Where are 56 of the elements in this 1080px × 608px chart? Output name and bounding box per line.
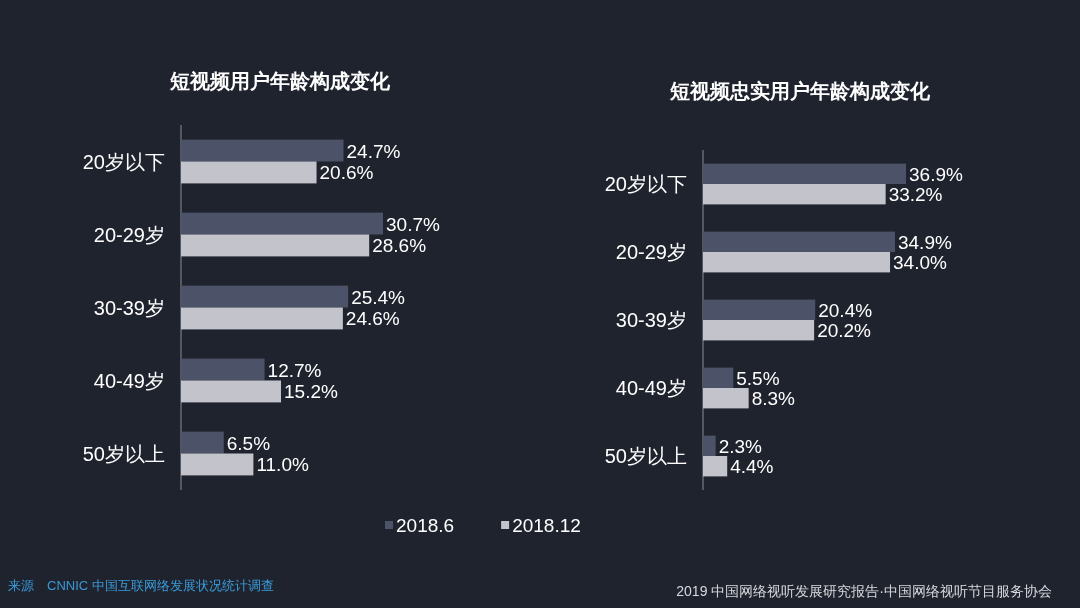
data-label: 20.4% (818, 299, 873, 321)
bar (703, 163, 906, 184)
bar (703, 435, 716, 456)
bar (181, 285, 349, 308)
bar (181, 161, 317, 184)
data-label: 34.0% (893, 252, 948, 274)
bar (181, 358, 265, 381)
bar (703, 184, 886, 205)
data-label: 20.6% (319, 162, 374, 184)
bar (703, 367, 734, 388)
data-label: 15.2% (284, 381, 338, 403)
data-label: 11.0% (256, 454, 309, 476)
data-label: 34.9% (898, 231, 952, 253)
y-tick-label: 20-29岁 (93, 223, 165, 246)
data-label: 4.4% (730, 456, 774, 478)
y-tick-label: 30-39岁 (615, 309, 687, 331)
y-tick-label: 40-49岁 (615, 377, 687, 399)
y-tick-label: 30-39岁 (93, 296, 165, 319)
legend-label: 2018.12 (512, 515, 581, 536)
y-tick-label: 50岁以上 (604, 445, 687, 467)
bar (181, 139, 344, 162)
y-tick-label: 40-49岁 (93, 369, 165, 392)
bar (181, 431, 224, 454)
data-label: 28.6% (372, 235, 427, 257)
bar (703, 456, 728, 477)
data-label: 5.5% (736, 367, 780, 389)
y-tick-label: 20-29岁 (615, 241, 687, 263)
bar (181, 212, 383, 235)
data-label: 24.6% (345, 308, 400, 330)
data-label: 12.7% (267, 359, 322, 381)
bar (181, 307, 343, 330)
data-label: 30.7% (386, 213, 440, 235)
data-label: 6.5% (226, 432, 271, 454)
data-label: 33.2% (888, 184, 943, 206)
bar (703, 388, 749, 409)
bar (703, 320, 815, 341)
source-note: 来源 CNNIC 中国互联网络发展状况统计调查 (8, 578, 274, 593)
data-label: 8.3% (751, 388, 796, 410)
y-tick-label: 20岁以下 (82, 150, 165, 173)
y-tick-label: 50岁以上 (82, 442, 165, 465)
bar (703, 231, 895, 252)
data-label: 2.3% (718, 435, 763, 457)
chart-title: 短视频用户年龄构成变化 (169, 70, 391, 92)
bar (181, 453, 254, 476)
bar (703, 252, 891, 273)
bar (703, 299, 816, 320)
text: 2019 中国网络视听发展研究报告·中国网络视听节目服务协会 (676, 583, 1052, 599)
legend-label: 2018.6 (396, 515, 455, 536)
bar (181, 234, 370, 257)
chart-title: 短视频忠实用户年龄构成变化 (669, 80, 931, 102)
data-label: 36.9% (909, 163, 963, 185)
data-label: 20.2% (817, 320, 872, 342)
data-label: 24.7% (346, 140, 401, 162)
bar (181, 380, 282, 403)
y-tick-label: 20岁以下 (604, 173, 687, 195)
data-label: 25.4% (351, 286, 406, 308)
